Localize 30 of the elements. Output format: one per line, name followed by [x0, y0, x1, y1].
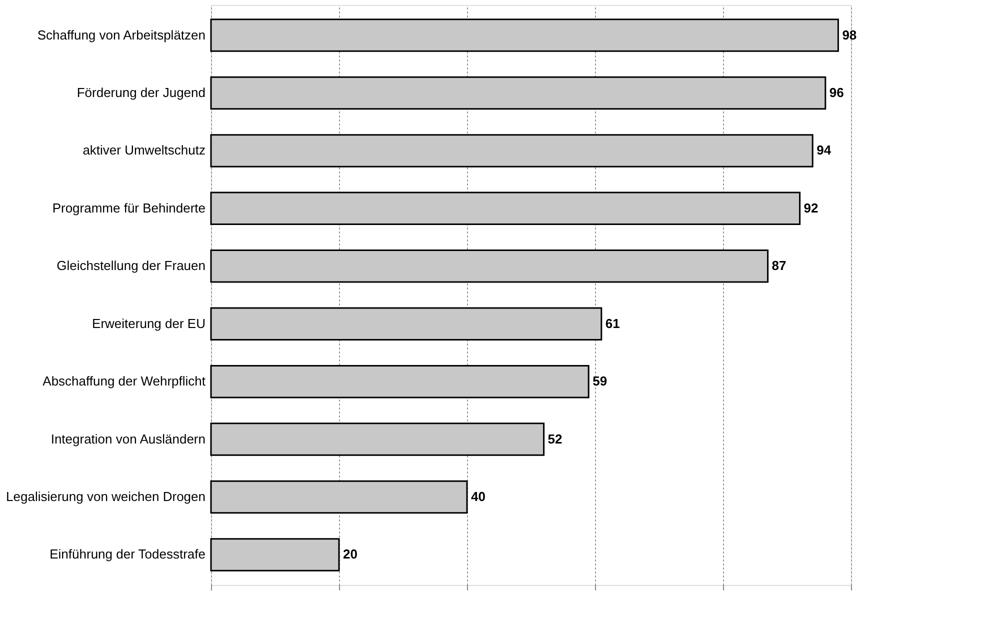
- data-label: 40: [471, 488, 486, 504]
- data-label: 20: [343, 546, 358, 562]
- bar: [210, 192, 801, 226]
- bar: [210, 422, 545, 456]
- y-tick-label: Integration von Ausländern: [50, 431, 206, 446]
- bar: [210, 307, 602, 340]
- bar: [210, 18, 839, 52]
- y-tick-label: aktiver Umweltschutz: [82, 142, 206, 158]
- y-tick-label: Einführung der Todesstrafe: [50, 546, 206, 562]
- y-tick-label: Abschaffung der Wehrpflicht: [42, 374, 206, 389]
- bar: [210, 250, 769, 283]
- y-tick-label: Gleichstellung der Frauen: [56, 258, 206, 274]
- y-tick-label: Förderung der Jugend: [76, 85, 206, 100]
- data-label: 98: [842, 27, 857, 42]
- data-label: 96: [829, 85, 844, 100]
- bar: [210, 76, 826, 110]
- bar: [210, 134, 814, 168]
- bar: [210, 538, 340, 572]
- data-label: 87: [772, 258, 786, 274]
- y-tick-label: Programme für Behinderte: [52, 200, 206, 216]
- data-label: 52: [548, 431, 562, 446]
- y-tick-label: Legalisierung von weichen Drogen: [6, 488, 206, 504]
- bar: [210, 480, 468, 514]
- y-tick-label: Erweiterung der EU: [92, 316, 206, 331]
- y-tick-label: Schaffung von Arbeitsplätzen: [37, 27, 206, 42]
- bar: [210, 364, 590, 398]
- data-label: 61: [605, 316, 620, 331]
- data-label: 94: [816, 142, 832, 158]
- data-label: 92: [804, 200, 818, 216]
- data-label: 59: [592, 374, 608, 389]
